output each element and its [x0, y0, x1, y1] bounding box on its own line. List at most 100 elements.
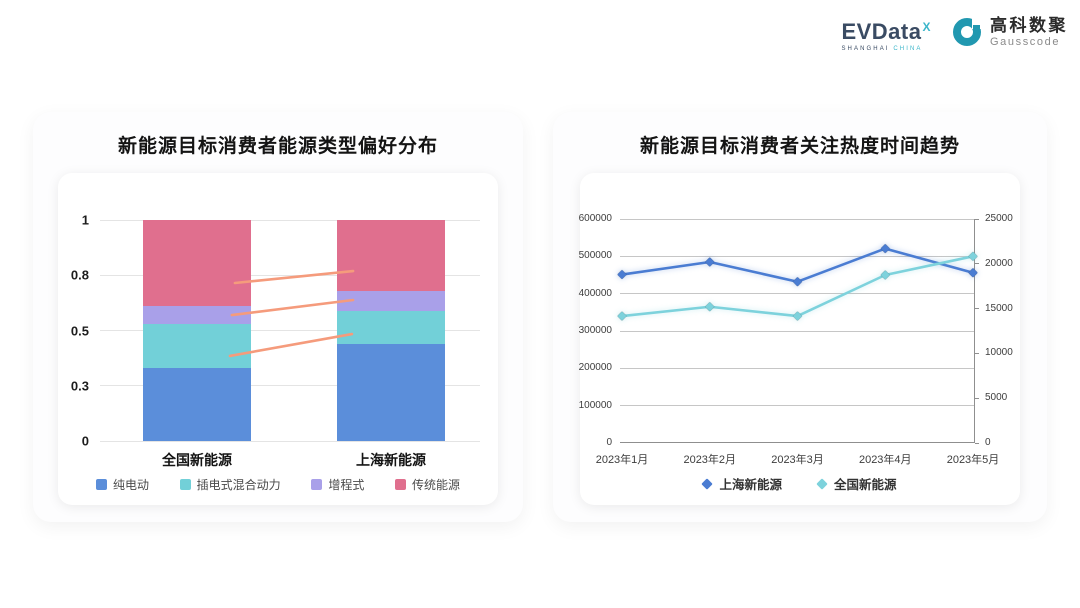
line-chart-panel: 600000 500000 400000 300000 200000 100000 0 250… [579, 173, 1020, 505]
bar-chart-card: 新能源目标消费者能源类型偏好分布 0 0.3 0.5 0.8 1 全国新能源 上海新能源 纯… [33, 112, 523, 522]
right-axis-tick-label: 15000 [985, 302, 1013, 314]
bar-segment[interactable] [143, 306, 251, 324]
right-axis-tick-mark [975, 397, 979, 399]
bar-chart-legend: 纯电动 插电式混合动力 增程式 传统能源 [96, 476, 460, 493]
right-axis-tick-mark [975, 218, 979, 220]
x-axis-tick-label: 2023年2月 [683, 454, 737, 466]
left-axis-tick-label: 400000 [578, 287, 612, 299]
y-axis-tick-label: 0 [81, 433, 89, 449]
bar-gridline [100, 330, 480, 331]
bar-category-label: 上海新能源 [356, 452, 426, 468]
x-axis-line [620, 442, 975, 443]
data-point-marker [968, 267, 978, 278]
gausscode-en-name: Gausscode [990, 35, 1061, 48]
legend-swatch [394, 479, 406, 490]
left-axis-tick-label: 500000 [578, 250, 612, 262]
right-axis-tick-label: 10000 [985, 347, 1013, 359]
left-axis-tick-label: 100000 [578, 399, 612, 411]
gausscode-g-icon [953, 17, 983, 47]
stacked-bar[interactable] [337, 220, 445, 441]
trend-connector-line [230, 298, 355, 317]
x-axis-tick-label: 2023年1月 [595, 454, 649, 466]
left-axis-tick-label: 600000 [578, 213, 612, 224]
brand-bar: EVDataX SHANGHAI CHINA 高科数聚 Gausscode [841, 17, 1068, 52]
right-axis-tick-label: 20000 [985, 257, 1013, 269]
bar-chart-panel: 0 0.3 0.5 0.8 1 全国新能源 上海新能源 纯电动 插电式混合动力 增程式 传统能源 [58, 173, 498, 505]
bar-gridline [100, 385, 480, 387]
evdata-logo: EVDataX SHANGHAI CHINA [841, 17, 931, 53]
legend-swatch [96, 479, 107, 490]
bar-segment[interactable] [337, 220, 445, 291]
left-axis-tick-label: 200000 [578, 362, 612, 374]
bar-gridline [100, 274, 480, 276]
series-line [620, 247, 975, 284]
right-axis-tick-mark [975, 263, 979, 265]
data-point-marker [880, 270, 891, 280]
line-series [617, 251, 978, 321]
legend-label: 增程式 [328, 478, 365, 492]
data-point-marker [617, 269, 627, 280]
legend-swatch [179, 479, 191, 490]
left-axis-tick-label: 300000 [578, 325, 612, 336]
data-point-marker [792, 311, 803, 321]
gausscode-text: 高科数聚 Gausscode [990, 17, 1068, 48]
legend-swatch [311, 479, 323, 490]
trend-connector-line [233, 269, 355, 285]
line-chart-legend: 上海新能源 全国新能源 [580, 474, 1020, 493]
line-gridline [620, 255, 975, 257]
bar-chart-plot-area: 0 0.3 0.5 0.8 1 全国新能源 上海新能源 [71, 214, 480, 468]
stacked-bar[interactable] [143, 220, 251, 441]
data-point-marker [704, 301, 715, 312]
line-gridline [620, 405, 975, 407]
data-point-marker [704, 257, 715, 267]
legend-label: 全国新能源 [834, 478, 897, 492]
bar-segment[interactable] [143, 323, 251, 369]
line-series-overlay [617, 243, 978, 321]
y-axis-tick-label: 1 [81, 212, 89, 228]
legend-item[interactable]: 纯电动 [96, 476, 149, 493]
bar-segment[interactable] [337, 310, 445, 344]
line-chart-plot-area: 600000 500000 400000 300000 200000 100000 0 250… [579, 214, 1013, 467]
legend-item[interactable]: 全国新能源 [816, 474, 897, 493]
line-chart-card: 新能源目标消费者关注热度时间趋势 600000 500000 400000 30000… [553, 112, 1047, 522]
line-gridline [620, 218, 975, 220]
trend-connector-overlay [228, 269, 355, 358]
right-axis-tick-mark [975, 352, 979, 354]
data-point-marker [792, 276, 803, 287]
bar-gridline [100, 219, 480, 221]
bar-segment[interactable] [143, 220, 251, 307]
legend-item[interactable]: 增程式 [311, 476, 364, 493]
x-axis-tick-label: 2023年5月 [946, 454, 1000, 466]
right-axis-tick-mark [975, 442, 979, 444]
x-axis-tick-label: 2023年4月 [858, 454, 912, 466]
data-point-marker [968, 251, 978, 262]
gausscode-logo: 高科数聚 Gausscode [953, 17, 1068, 48]
legend-diamond-marker [816, 477, 828, 490]
right-axis-tick-label: 5000 [985, 392, 1008, 404]
right-axis-tick-label: 0 [985, 437, 991, 448]
evdata-logo-text: EVDataX [841, 19, 931, 44]
evdata-x-mark: X [922, 20, 931, 34]
line-chart-title: 新能源目标消费者关注热度时间趋势 [639, 136, 960, 157]
right-axis-line [974, 219, 975, 443]
legend-item[interactable]: 传统能源 [394, 476, 460, 493]
legend-label: 插电式混合动力 [196, 478, 281, 492]
legend-item[interactable]: 插电式混合动力 [179, 476, 281, 493]
y-axis-tick-label: 0.3 [70, 378, 89, 394]
data-point-marker [880, 243, 891, 254]
right-axis-tick-mark [975, 308, 979, 310]
left-axis-tick-label: 0 [606, 437, 612, 448]
data-point-marker [617, 311, 627, 321]
legend-label: 上海新能源 [719, 478, 782, 492]
bar-segment[interactable] [337, 290, 445, 311]
y-axis-tick-label: 0.5 [70, 323, 89, 338]
legend-item[interactable]: 上海新能源 [701, 474, 782, 493]
legend-label: 纯电动 [113, 478, 150, 492]
bar-segment[interactable] [143, 368, 251, 441]
evdata-logo-subtext: SHANGHAI CHINA [841, 46, 923, 52]
line-gridline [620, 367, 975, 369]
legend-label: 传统能源 [411, 478, 460, 492]
legend-diamond-marker [701, 477, 714, 490]
bar-segment[interactable] [337, 343, 445, 441]
x-axis-tick-label: 2023年3月 [771, 454, 824, 466]
